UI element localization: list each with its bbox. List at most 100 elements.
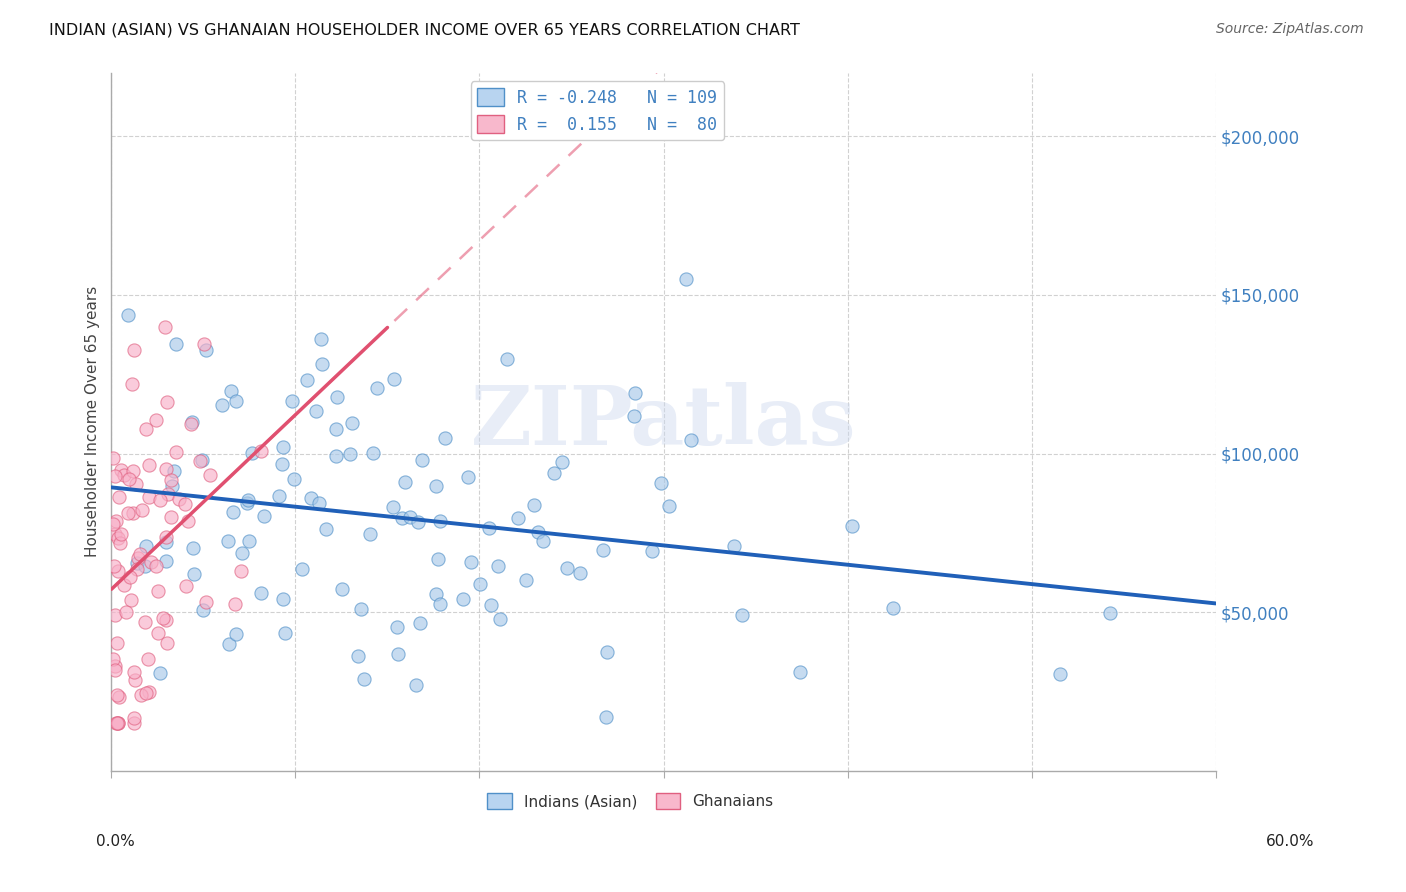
Point [103, 558, 125, 573]
Point [121, 506, 143, 520]
Point [198, 468, 221, 483]
Point [107, 531, 129, 545]
Point [427, 551, 450, 566]
Point [283, 472, 305, 486]
Point [478, 521, 501, 535]
Point [555, 561, 578, 575]
Point [624, 386, 647, 401]
Point [236, 496, 259, 510]
Legend: Indians (Asian), Ghanaians: Indians (Asian), Ghanaians [481, 787, 779, 815]
Point [311, 357, 333, 371]
Point [124, 673, 146, 687]
Point [188, 454, 211, 468]
Point [308, 496, 330, 510]
Point [174, 578, 197, 592]
Point [391, 511, 413, 525]
Point [429, 597, 451, 611]
Point [115, 605, 138, 619]
Point [125, 477, 148, 491]
Text: INDIAN (ASIAN) VS GHANAIAN HOUSEHOLDER INCOME OVER 65 YEARS CORRELATION CHART: INDIAN (ASIAN) VS GHANAIAN HOUSEHOLDER I… [49, 22, 800, 37]
Point [281, 394, 304, 409]
Point [238, 492, 260, 507]
Point [595, 710, 617, 724]
Point [250, 585, 273, 599]
Point [675, 271, 697, 285]
Point [121, 464, 143, 478]
Point [250, 444, 273, 458]
Point [658, 499, 681, 513]
Point [165, 444, 187, 458]
Point [138, 491, 160, 505]
Point [222, 505, 245, 519]
Point [135, 540, 157, 554]
Point [399, 510, 422, 524]
Point [180, 415, 202, 429]
Point [103, 516, 125, 531]
Point [191, 602, 214, 616]
Point [325, 422, 347, 436]
Point [173, 497, 195, 511]
Point [110, 535, 132, 549]
Point [117, 506, 139, 520]
Point [295, 373, 318, 387]
Point [363, 446, 385, 460]
Point [326, 390, 349, 404]
Point [841, 519, 863, 533]
Point [135, 686, 157, 700]
Point [359, 527, 381, 541]
Point [409, 615, 432, 630]
Point [267, 489, 290, 503]
Point [290, 562, 312, 576]
Point [103, 526, 125, 541]
Point [1098, 607, 1121, 621]
Point [596, 645, 619, 659]
Point [103, 652, 125, 666]
Point [105, 716, 128, 731]
Point [103, 607, 125, 622]
Text: Source: ZipAtlas.com: Source: ZipAtlas.com [1216, 22, 1364, 37]
Point [453, 592, 475, 607]
Point [309, 332, 332, 346]
Point [623, 409, 645, 424]
Point [353, 673, 375, 687]
Point [325, 450, 347, 464]
Text: 0.0%: 0.0% [96, 834, 135, 848]
Point [122, 343, 145, 357]
Point [271, 591, 294, 606]
Point [108, 690, 131, 704]
Point [118, 471, 141, 485]
Point [347, 648, 370, 663]
Text: 60.0%: 60.0% [1267, 834, 1315, 848]
Point [145, 413, 167, 427]
Point [155, 534, 177, 549]
Point [650, 476, 672, 491]
Point [121, 377, 143, 392]
Point [180, 417, 202, 431]
Point [139, 555, 162, 569]
Point [723, 539, 745, 553]
Point [488, 612, 510, 626]
Point [160, 479, 183, 493]
Point [224, 598, 246, 612]
Point [231, 564, 253, 578]
Point [486, 558, 509, 573]
Point [217, 534, 239, 549]
Point [156, 395, 179, 409]
Point [299, 491, 322, 506]
Point [405, 678, 427, 692]
Point [155, 530, 177, 544]
Point [641, 543, 664, 558]
Point [125, 561, 148, 575]
Point [107, 716, 129, 731]
Point [120, 592, 142, 607]
Point [181, 541, 204, 555]
Point [387, 647, 409, 661]
Point [165, 337, 187, 351]
Point [315, 522, 337, 536]
Point [160, 510, 183, 524]
Point [129, 689, 152, 703]
Point [149, 492, 172, 507]
Point [515, 573, 537, 587]
Point [105, 514, 128, 528]
Point [105, 716, 128, 731]
